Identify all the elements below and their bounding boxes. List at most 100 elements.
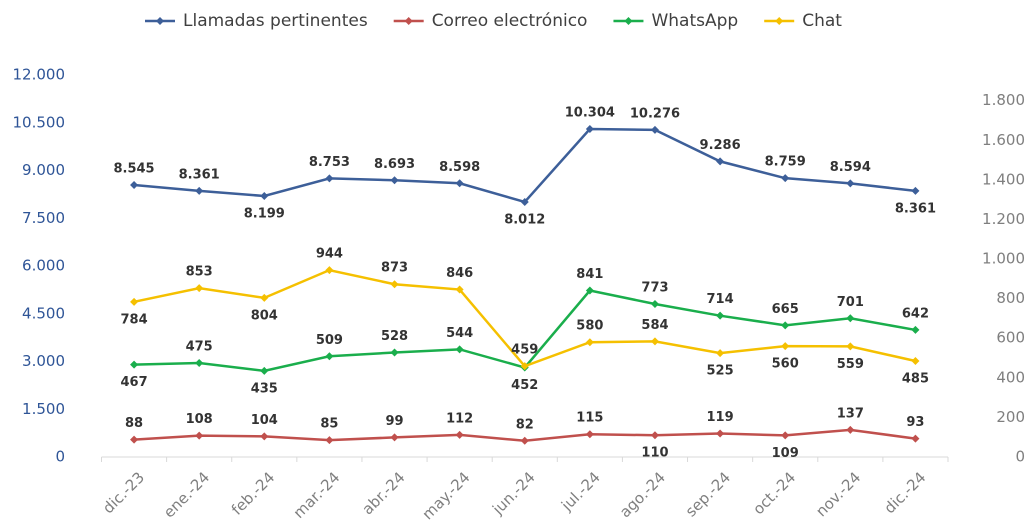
data-label: 9.286 [700,138,741,153]
point [585,124,594,133]
point [650,125,659,134]
data-label: 82 [516,417,534,432]
y-tick-label: 4.500 [22,304,65,322]
point [260,366,269,375]
data-label: 804 [251,308,278,323]
y2-tick-label: 0 [1015,448,1025,466]
data-label: 784 [120,312,147,327]
data-label: 8.598 [439,160,480,175]
data-label: 580 [576,319,603,334]
data-label: 841 [576,267,603,282]
point [130,360,139,369]
point [390,280,399,289]
x-tick-label: mar.-24 [290,468,344,522]
legend-item: Llamadas pertinentes [145,11,368,31]
point [455,345,464,354]
y-tick-label: 7.500 [22,209,65,227]
point [130,180,139,189]
x-tick-label: nov.-24 [812,468,864,520]
data-label: 108 [186,412,213,427]
data-label: 559 [837,357,864,372]
y-tick-label: 1.500 [22,400,65,418]
point [455,285,464,294]
y-tick-label: 0 [55,448,65,466]
data-label: 99 [385,414,403,429]
point [130,297,139,306]
legend-marker [624,17,633,25]
point [911,434,920,443]
point [911,325,920,334]
data-label: 110 [641,446,668,461]
data-label: 584 [641,318,668,333]
point [520,197,529,206]
data-label: 642 [902,306,929,321]
data-label: 873 [381,261,408,276]
point [846,425,855,434]
point [650,431,659,440]
data-label: 109 [772,446,799,461]
point [520,436,529,445]
data-label: 137 [837,406,864,421]
point [325,352,334,361]
point [781,431,790,440]
y2-tick-label: 600 [996,329,1025,347]
data-label: 8.361 [179,167,220,182]
point [195,358,204,367]
data-label: 112 [446,411,473,426]
point [325,266,334,275]
data-label: 475 [186,339,213,354]
y2-tick-label: 1.200 [982,210,1025,228]
x-tick-label: dic.-24 [881,468,930,517]
point [781,321,790,330]
x-tick-label: may.-24 [419,468,474,523]
y2-tick-label: 1.800 [982,91,1025,109]
point [846,314,855,323]
x-tick-label: dic.-23 [99,468,148,517]
data-label: 509 [316,333,343,348]
data-label: 8.693 [374,157,415,172]
data-label: 8.759 [765,155,806,170]
x-tick-label: jul.-24 [557,468,604,515]
x-tick-label: jun.-24 [488,468,539,519]
y2-tick-label: 1.400 [982,170,1025,188]
data-label: 85 [320,417,338,432]
x-tick-label: oct.-24 [749,468,799,518]
point [911,186,920,195]
y2-tick-label: 400 [996,368,1025,386]
y2-tick-label: 800 [996,289,1025,307]
point [781,342,790,351]
data-label: 119 [707,410,734,425]
point [195,284,204,293]
data-label: 8.012 [504,212,545,227]
data-label: 10.276 [630,106,680,121]
point [585,286,594,295]
data-label: 452 [511,378,538,393]
x-tick-label: feb.-24 [228,468,278,518]
data-label: 853 [186,265,213,280]
point [455,430,464,439]
data-label: 459 [511,343,538,358]
legend-marker [775,17,784,25]
y2-tick-label: 1.600 [982,131,1025,149]
point [260,432,269,441]
point [195,431,204,440]
data-label: 115 [576,411,603,426]
y2-tick-label: 200 [996,408,1025,426]
point [195,186,204,195]
point [650,337,659,346]
point [455,179,464,188]
data-label: 8.545 [113,161,154,176]
y-tick-label: 12.000 [13,66,66,84]
data-label: 846 [446,266,473,281]
data-label: 714 [707,292,734,307]
y-tick-label: 10.500 [13,113,66,131]
data-label: 88 [125,416,143,431]
data-label: 560 [772,357,799,372]
data-label: 8.361 [895,201,936,216]
data-label: 467 [120,375,147,390]
data-label: 544 [446,326,473,341]
point [716,157,725,166]
y-tick-label: 6.000 [22,257,65,275]
legend-label: Correo electrónico [432,11,588,31]
x-tick-label: abr.-24 [358,468,408,518]
